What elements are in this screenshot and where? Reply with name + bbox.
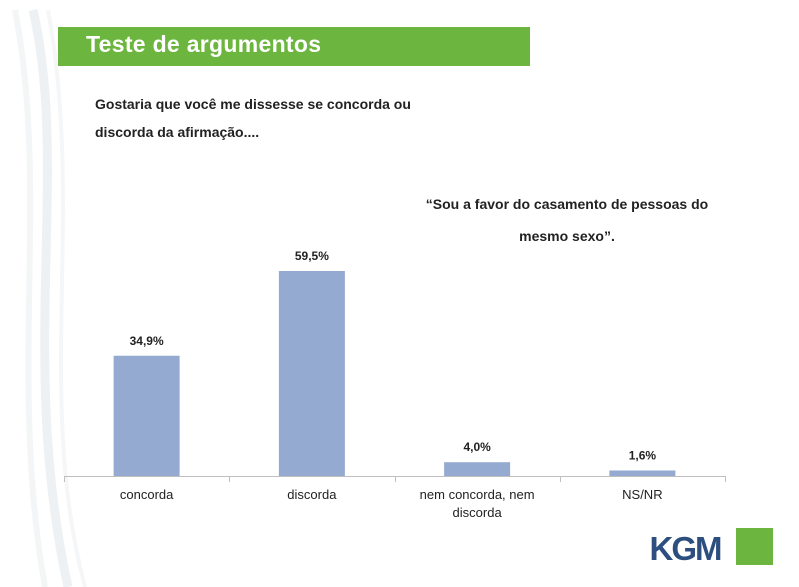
bar-0 xyxy=(113,355,180,476)
logo-text: KGM xyxy=(649,530,723,567)
statement-line-1: “Sou a favor do casamento de pessoas do xyxy=(425,196,709,212)
bar-1 xyxy=(278,271,345,476)
statement-text: “Sou a favor do casamento de pessoas do … xyxy=(402,188,732,252)
statement-line-2: mesmo sexo”. xyxy=(519,228,615,244)
question-line-1: Gostaria que você me dissesse se concord… xyxy=(95,96,411,112)
data-label-2: 4,0% xyxy=(463,440,491,454)
page-title: Teste de argumentos xyxy=(86,31,322,57)
title-bar xyxy=(58,27,530,66)
bar-2 xyxy=(444,462,511,476)
category-label-2-1: discorda xyxy=(453,505,503,520)
kgm-logo: KGM xyxy=(645,527,725,570)
category-label-3-0: NS/NR xyxy=(622,487,662,502)
question-line-2: discorda da afirmação.... xyxy=(95,124,260,140)
data-label-0: 34,9% xyxy=(130,334,164,348)
category-label-2-0: nem concorda, nem xyxy=(420,487,535,502)
category-label-1-0: discorda xyxy=(287,487,337,502)
brand-square xyxy=(736,528,773,565)
data-label-1: 59,5% xyxy=(295,249,329,263)
bar-3 xyxy=(609,470,676,476)
question-text: Gostaria que você me dissesse se concord… xyxy=(95,90,495,146)
data-label-3: 1,6% xyxy=(629,448,657,462)
category-label-0-0: concorda xyxy=(120,487,174,502)
